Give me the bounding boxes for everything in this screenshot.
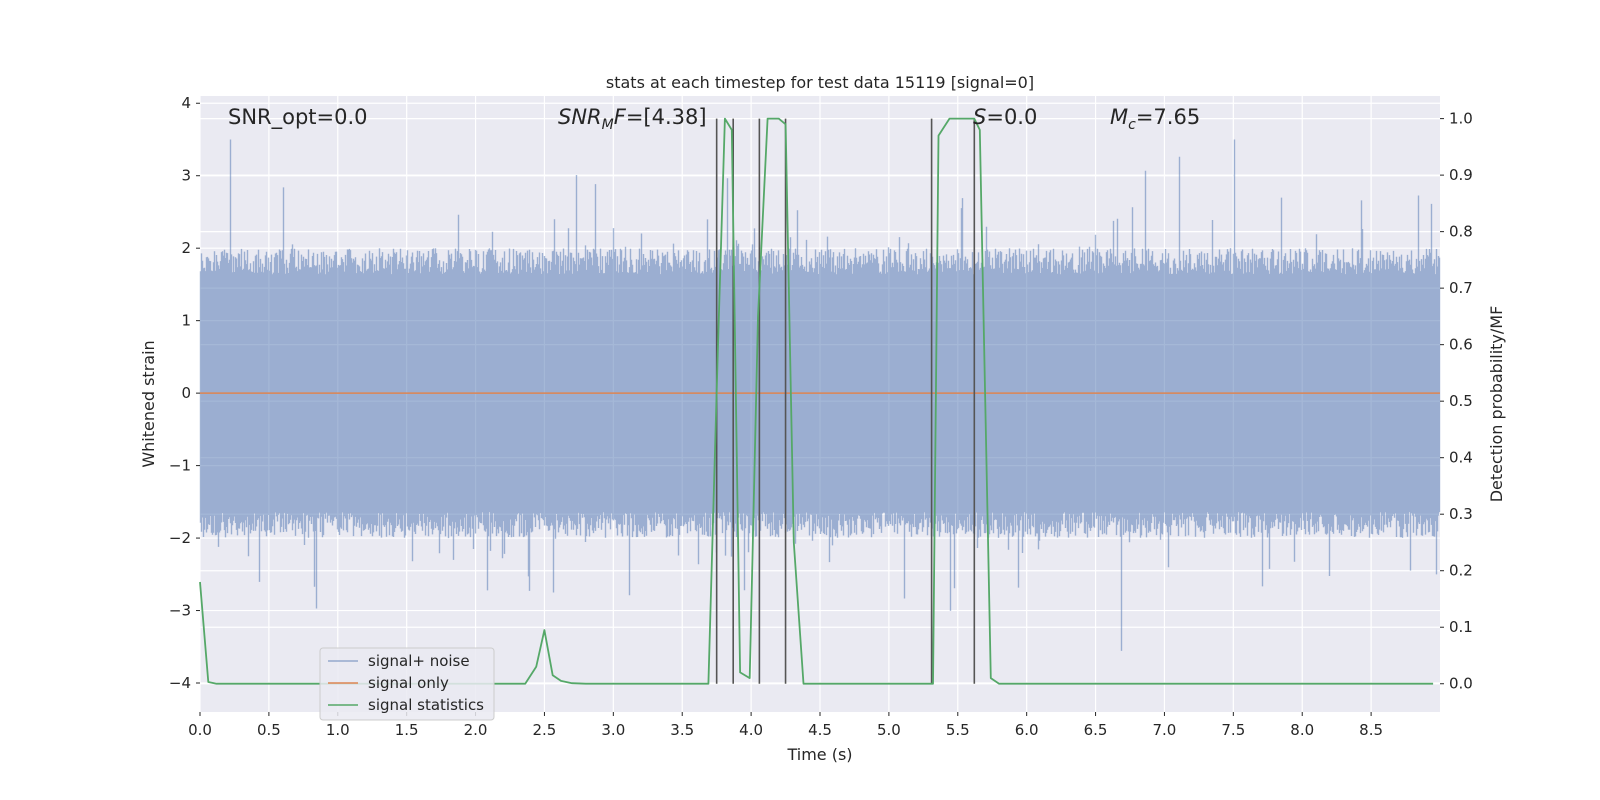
x-tick-label-17: 8.5 (1359, 721, 1383, 739)
y2-tick-labels: 1.0 0.9 0.8 0.7 0.6 0.5 0.4 0.3 0.2 0.1 0.0 (1440, 110, 1473, 693)
annotation-chirp-mass: Mc=7.65 (1110, 105, 1200, 133)
x-tick-label-15: 7.5 (1221, 721, 1245, 739)
y2-tick-label-7: 0.3 (1449, 505, 1473, 523)
y-tick-label-3: 1 (181, 312, 191, 330)
x-tick-label-9: 4.5 (808, 721, 832, 739)
y2-tick-label-10: 0.0 (1449, 675, 1473, 693)
x-tick-label-1: 0.5 (257, 721, 281, 739)
y-tick-label-8: −4 (169, 674, 191, 692)
annotation-snr-mf: SNRMF=[4.38] (558, 105, 707, 133)
y2-tick-label-3: 0.7 (1449, 279, 1473, 297)
y2-tick-label-5: 0.5 (1449, 392, 1473, 410)
x-tick-labels: 0.0 0.5 1.0 1.5 2.0 2.5 3.0 3.5 4.0 4.5 5.0 5.5 6.0 6… (188, 712, 1383, 739)
annotation-s-value: S=0.0 (973, 105, 1037, 129)
y2-tick-label-9: 0.1 (1449, 618, 1473, 636)
signal-statistics-line (199, 117, 1434, 685)
x-axis-label: Time (s) (786, 745, 852, 764)
x-tick-label-11: 5.5 (946, 721, 970, 739)
signal-statistics-series (199, 117, 1434, 685)
y2-tick-label-2: 0.8 (1449, 223, 1473, 241)
chart-title: stats at each timestep for test data 151… (606, 73, 1034, 92)
x-tick-label-0: 0.0 (188, 721, 212, 739)
x-tick-label-16: 8.0 (1290, 721, 1314, 739)
x-tick-label-8: 4.0 (739, 721, 763, 739)
y-tick-labels: 4 3 2 1 0 −1 −2 −3 −4 (169, 94, 200, 692)
legend-box (319, 647, 495, 721)
annotation-snr-opt: SNR_opt=0.0 (228, 105, 368, 130)
y2-tick-label-4: 0.6 (1449, 336, 1473, 354)
x-tick-label-5: 2.5 (533, 721, 557, 739)
y2-tick-label-8: 0.2 (1449, 562, 1473, 580)
legend-label-signal-statistics: signal statistics (368, 696, 484, 714)
legend-label-signal-only: signal only (368, 674, 449, 692)
x-tick-label-12: 6.0 (1015, 721, 1039, 739)
signal-plus-noise-series (199, 139, 1441, 651)
signal-plus-noise-trace (199, 139, 1441, 651)
y2-tick-label-6: 0.4 (1449, 449, 1473, 467)
y-tick-label-6: −2 (169, 529, 191, 547)
y2-tick-label-0: 1.0 (1449, 110, 1473, 128)
x-tick-label-7: 3.5 (670, 721, 694, 739)
y-tick-label-7: −3 (169, 602, 191, 620)
x-tick-label-10: 5.0 (877, 721, 901, 739)
annotations: SNR_opt=0.0 SNRMF=[4.38] S=0.0 Mc=7.65 (228, 105, 1200, 133)
legend-label-signal-noise: signal+ noise (368, 652, 470, 670)
y-tick-label-4: 0 (181, 384, 191, 402)
x-tick-label-13: 6.5 (1084, 721, 1108, 739)
legend: signal+ noise signal only signal statist… (319, 647, 495, 721)
x-tick-label-14: 7.0 (1153, 721, 1177, 739)
y-tick-label-5: −1 (169, 457, 191, 475)
y-tick-label-0: 4 (181, 94, 191, 112)
y2-tick-label-1: 0.9 (1449, 166, 1473, 184)
y-tick-label-1: 3 (181, 167, 191, 185)
y-axis-label: Whitened strain (139, 340, 158, 467)
x-tick-label-4: 2.0 (464, 721, 488, 739)
x-tick-label-3: 1.5 (395, 721, 419, 739)
y2-axis-label: Detection probability/MF (1487, 306, 1506, 503)
y-tick-label-2: 2 (181, 239, 191, 257)
x-tick-label-6: 3.0 (601, 721, 625, 739)
x-tick-label-2: 1.0 (326, 721, 350, 739)
